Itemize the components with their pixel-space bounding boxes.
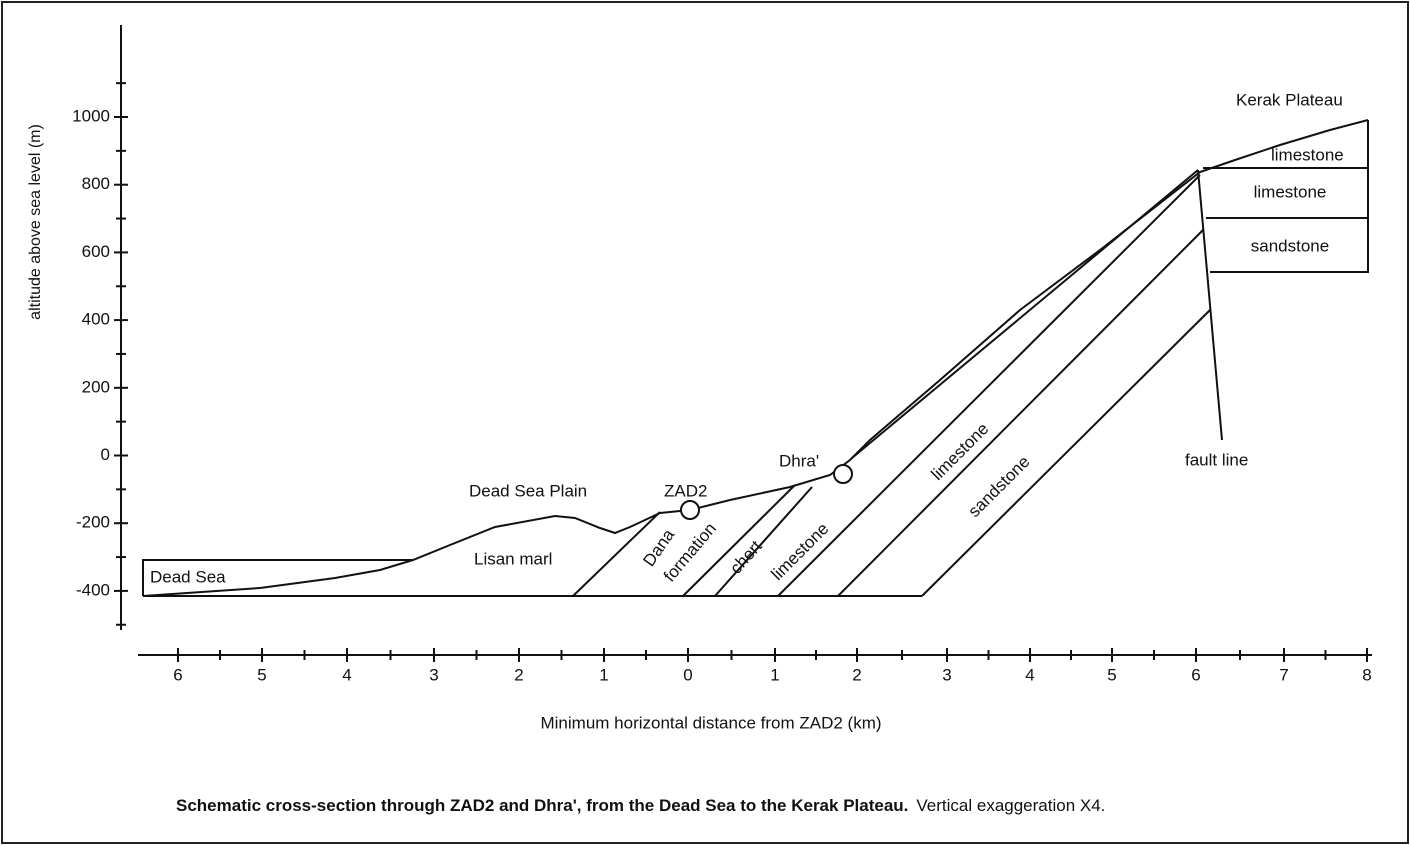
label: chert	[726, 537, 766, 578]
figure: 1000 800 600 400 200 0 -200 -400 6 5 4 3 2 1 0 1 2 3 4 5 6 7 8…	[0, 0, 1410, 845]
boundary	[852, 170, 1198, 458]
caption-text: Vertical exaggeration X4.	[916, 796, 1105, 815]
layer-line	[778, 175, 1200, 596]
y-tick-label: -200	[76, 513, 110, 532]
x-axis-label: Minimum horizontal distance from ZAD2 (k…	[540, 713, 881, 732]
ticks: 1000 800 600 400 200 0 -200 -400 6 5 4 3 2 1 0 1 2 3 4 5 6 7 8	[72, 83, 1372, 684]
x-tick-label: 1	[599, 665, 608, 684]
label: ZAD2	[664, 481, 707, 500]
x-tick-label: 4	[1025, 665, 1034, 684]
y-tick-label: 0	[101, 445, 110, 464]
label: Kerak Plateau	[1236, 90, 1343, 109]
x-tick-label: 5	[257, 665, 266, 684]
label: limestone	[1271, 145, 1344, 164]
y-tick-label: 600	[82, 242, 110, 261]
site-marker	[681, 501, 699, 519]
y-tick-label: 400	[82, 310, 110, 329]
x-tick-label: 6	[1191, 665, 1200, 684]
label: Dead Sea Plain	[469, 481, 587, 500]
label: fault line	[1185, 450, 1248, 469]
layer-line	[838, 230, 1203, 596]
label: Lisan marl	[474, 549, 552, 568]
x-tick-label: 8	[1362, 665, 1371, 684]
x-tick-label: 4	[342, 665, 351, 684]
caption-bold: Schematic cross-section through ZAD2 and…	[176, 796, 908, 815]
label: Dhra'	[779, 451, 819, 470]
label: Dead Sea	[150, 567, 226, 586]
y-tick-label: 200	[82, 377, 110, 396]
x-tick-label: 2	[514, 665, 523, 684]
x-tick-label: 6	[173, 665, 182, 684]
fault	[1198, 170, 1222, 440]
x-tick-label: 3	[429, 665, 438, 684]
site-marker	[834, 465, 852, 483]
x-tick-label: 1	[770, 665, 779, 684]
x-tick-label: 5	[1107, 665, 1116, 684]
x-tick-label: 3	[942, 665, 951, 684]
y-tick-label: -400	[76, 580, 110, 599]
x-tick-label: 0	[683, 665, 692, 684]
label: sandstone	[1251, 236, 1329, 255]
y-tick-label: 800	[82, 174, 110, 193]
y-tick-label: 1000	[72, 106, 110, 125]
x-tick-label: 7	[1279, 665, 1288, 684]
y-axis-label: altitude above sea level (m)	[27, 124, 44, 320]
label: limestone	[1254, 182, 1327, 201]
x-tick-label: 2	[852, 665, 861, 684]
label: formation	[660, 519, 720, 586]
label: sandstone	[965, 452, 1034, 521]
caption: Schematic cross-section through ZAD2 and…	[176, 796, 1105, 815]
